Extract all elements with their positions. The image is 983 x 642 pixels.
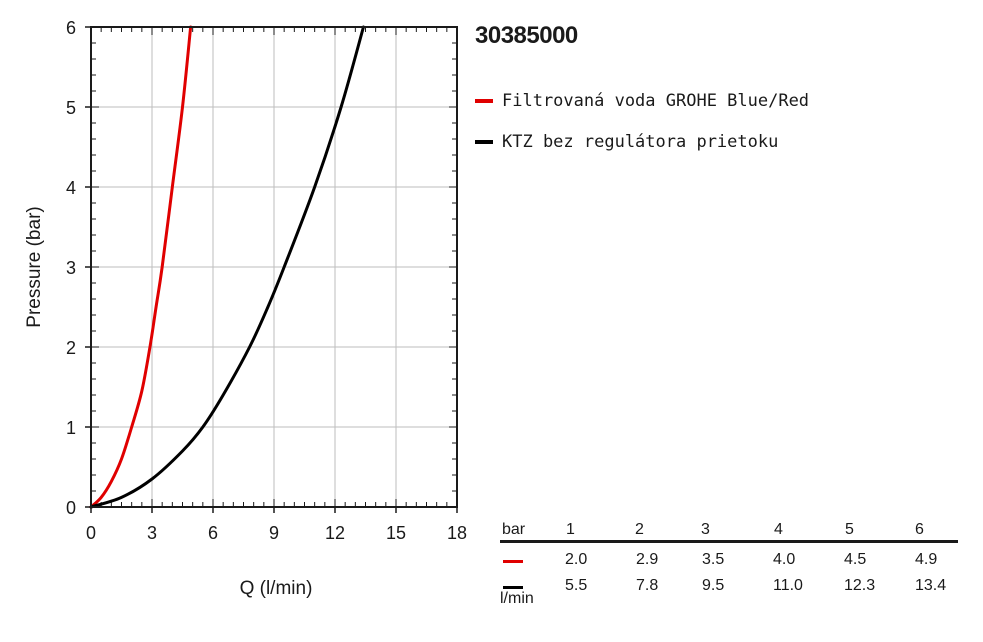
x-tick-label: 6 (208, 523, 218, 543)
x-tick-label: 18 (447, 523, 467, 543)
y-axis-label: Pressure (bar) (24, 206, 45, 327)
table-header-p4: 4 (774, 521, 783, 538)
chart-title: 30385000 (475, 22, 578, 49)
y-tick-label: 6 (66, 18, 76, 38)
table-cell: 3.5 (702, 551, 725, 568)
table-header: bar 1 2 3 4 5 6 (500, 518, 958, 543)
legend-swatch-black (475, 139, 493, 144)
x-axis-label: Q (l/min) (240, 578, 313, 599)
table-cell: 9.5 (702, 577, 725, 594)
legend-label-black: KTZ bez regulátora prietoku (502, 131, 779, 152)
table-header-p3: 3 (701, 521, 710, 538)
table-footer-unit: l/min (500, 590, 534, 607)
table-header-p6: 6 (915, 521, 924, 538)
y-tick-label: 2 (66, 338, 76, 358)
legend-label-red: Filtrovaná voda GROHE Blue/Red (502, 90, 810, 111)
table-cell: 5.5 (565, 577, 588, 594)
y-tick-label: 5 (66, 98, 76, 118)
series-line-0 (89, 25, 193, 509)
table-cell: 4.5 (844, 551, 867, 568)
legend-item-red: Filtrovaná voda GROHE Blue/Red (475, 80, 809, 121)
table-row-black: 5.5 7.8 9.5 11.0 12.3 13.4 (500, 574, 958, 600)
table-cell: 4.0 (773, 551, 796, 568)
table-header-unit: bar (502, 521, 526, 538)
y-tick-label: 0 (66, 498, 76, 518)
table-header-p1: 1 (566, 521, 575, 538)
x-tick-label: 12 (325, 523, 345, 543)
y-tick-label: 3 (66, 258, 76, 278)
table-cell: 13.4 (915, 577, 947, 594)
plot-frame (90, 26, 458, 508)
flow-table: bar 1 2 3 4 5 6 2.0 2.9 3.5 4.0 4.5 4.9 … (500, 518, 958, 607)
table-header-p2: 2 (635, 521, 644, 538)
table-cell: 2.9 (636, 551, 659, 568)
table-row-red: 2.0 2.9 3.5 4.0 4.5 4.9 (500, 548, 958, 574)
table-cell: 7.8 (636, 577, 659, 594)
y-tick-label: 1 (66, 418, 76, 438)
legend: Filtrovaná voda GROHE Blue/Red KTZ bez r… (475, 80, 809, 162)
table-swatch-black (503, 586, 523, 589)
x-tick-label: 3 (147, 523, 157, 543)
table-cell: 2.0 (565, 551, 588, 568)
table-cell: 4.9 (915, 551, 938, 568)
y-tick-label: 4 (66, 178, 76, 198)
table-cell: 11.0 (773, 577, 803, 594)
table-header-p5: 5 (845, 521, 854, 538)
table-cell: 12.3 (844, 577, 876, 594)
legend-swatch-red (475, 98, 493, 103)
legend-item-black: KTZ bez regulátora prietoku (475, 121, 809, 162)
table-swatch-red (503, 560, 523, 563)
x-tick-label: 0 (86, 523, 96, 543)
x-tick-label: 15 (386, 523, 406, 543)
series-line-1 (89, 25, 365, 509)
x-tick-label: 9 (269, 523, 279, 543)
